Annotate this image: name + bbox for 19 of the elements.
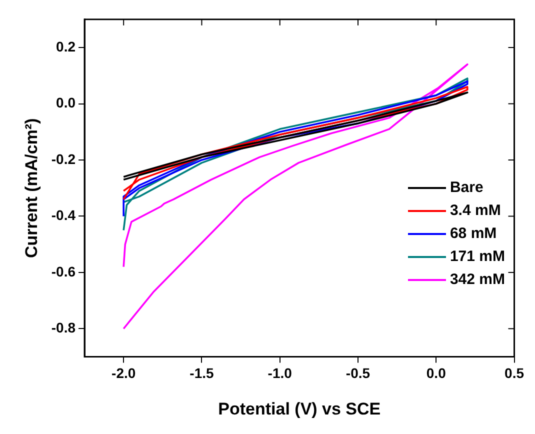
legend-label: 68 mM	[450, 225, 497, 242]
legend-label: 3.4 mM	[450, 202, 501, 219]
y-tick-label: -0.8	[51, 320, 76, 336]
legend-label: 342 mM	[450, 271, 505, 288]
y-tick-label: -0.4	[51, 207, 76, 224]
legend-label: Bare	[450, 179, 484, 196]
x-axis-title: Potential (V) vs SCE	[218, 399, 381, 418]
x-tick-label: 0.5	[504, 365, 524, 382]
x-tick-label: -1.5	[190, 365, 214, 382]
y-tick-label: 0.0	[56, 94, 76, 111]
y-tick-label: -0.6	[51, 263, 76, 280]
x-tick-label: -2.0	[112, 365, 136, 382]
y-tick-label: 0.2	[56, 38, 76, 54]
x-tick-label: -1.0	[268, 365, 292, 382]
x-tick-label: -0.5	[346, 365, 370, 382]
y-axis-title: Current (mA/cm²)	[22, 118, 41, 258]
x-tick-label: 0.0	[426, 365, 446, 382]
y-tick-label: -0.2	[51, 150, 76, 167]
legend-label: 171 mM	[450, 248, 505, 265]
